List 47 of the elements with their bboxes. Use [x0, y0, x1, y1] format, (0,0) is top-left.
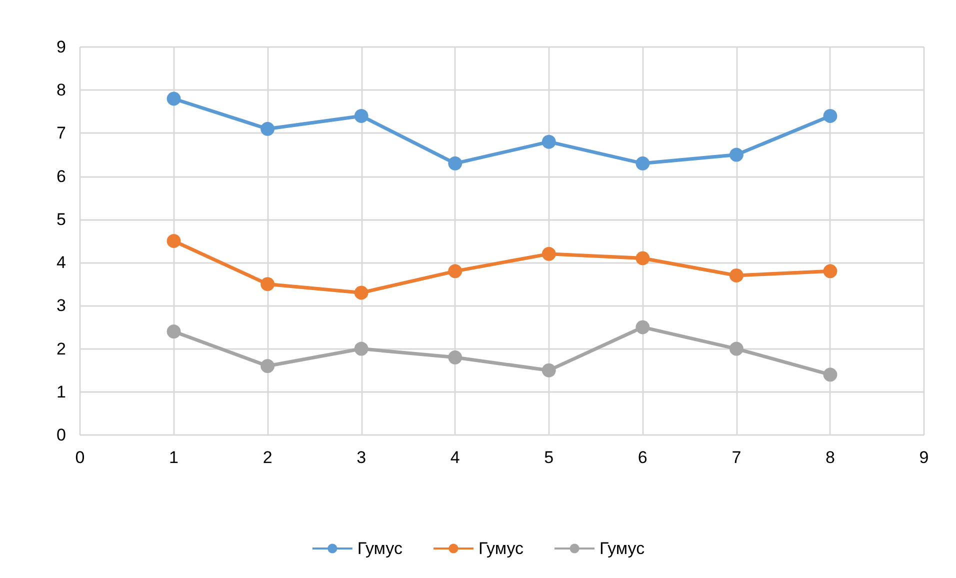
point	[823, 368, 838, 382]
point	[166, 234, 181, 248]
x-tick-label: 6	[638, 448, 648, 467]
point	[823, 108, 838, 123]
y-tick-label: 7	[56, 124, 66, 143]
y-tick-label: 9	[56, 38, 66, 56]
x-tick-label: 2	[262, 448, 272, 467]
x-tick-label: 9	[919, 448, 929, 467]
x-tick-label: 4	[450, 448, 460, 467]
y-tick-label: 8	[56, 80, 66, 100]
point	[542, 246, 556, 261]
point	[823, 264, 838, 278]
y-tick-label: 2	[56, 339, 66, 358]
point	[260, 359, 275, 374]
point	[166, 92, 181, 106]
point	[260, 277, 275, 292]
x-tick-label: 5	[544, 448, 554, 467]
y-tick-label: 0	[56, 426, 66, 444]
legend-label: Гумус	[478, 539, 524, 558]
point	[636, 320, 650, 334]
point	[354, 286, 368, 300]
y-tick-label: 6	[56, 166, 66, 186]
point	[542, 134, 556, 149]
x-tick-label: 7	[732, 448, 742, 467]
point	[542, 363, 556, 378]
x-tick-label: 8	[825, 448, 835, 467]
y-tick-label: 5	[56, 210, 66, 229]
point	[729, 342, 744, 356]
x-tick-label: 0	[75, 448, 85, 467]
y-tick-label: 4	[56, 253, 66, 272]
point	[636, 156, 650, 170]
point	[166, 324, 181, 339]
legend-label: Гумус	[357, 539, 403, 558]
point	[354, 342, 368, 356]
point	[448, 350, 462, 364]
point	[448, 156, 462, 170]
legend-label: Гумус	[600, 539, 646, 558]
y-tick-label: 1	[56, 382, 66, 402]
x-tick-label: 3	[356, 448, 366, 467]
point	[636, 251, 650, 266]
point	[448, 264, 462, 278]
point	[354, 108, 368, 123]
point	[729, 268, 744, 282]
y-tick-label: 3	[56, 296, 66, 316]
x-tick-label: 1	[169, 448, 179, 467]
point	[729, 148, 744, 162]
point	[260, 122, 275, 136]
